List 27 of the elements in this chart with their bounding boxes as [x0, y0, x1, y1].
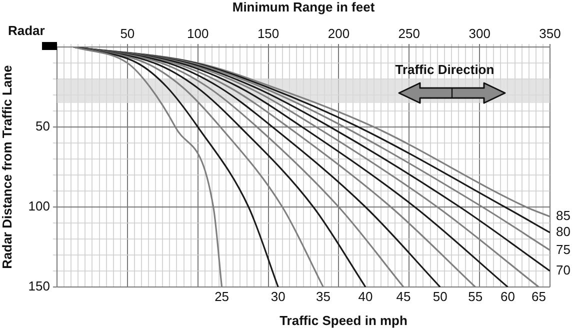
series-label: 75 — [556, 242, 570, 257]
series-label: 85 — [556, 208, 570, 224]
x-tick-label: 350 — [539, 26, 561, 41]
series-label: 40 — [358, 289, 373, 304]
x-tick-label: 150 — [257, 26, 280, 41]
series-label: 50 — [432, 289, 448, 304]
series-label: 25 — [214, 289, 230, 304]
series-label: 35 — [316, 289, 330, 304]
y-axis-title: Radar Distance from Traffic Lane — [0, 65, 14, 269]
x-tick-label: 100 — [187, 26, 209, 41]
text: Radar — [8, 23, 45, 38]
y-tick-label: 150 — [28, 278, 50, 294]
x-tick-label: 50 — [120, 26, 135, 41]
legend-title: Traffic Speed in mph — [280, 313, 408, 328]
series-label: 30 — [270, 289, 286, 304]
x-tick-label: 200 — [328, 26, 350, 41]
series-label: 65 — [531, 289, 546, 304]
series-label: 60 — [500, 289, 515, 304]
series-label: 55 — [468, 289, 483, 304]
series-label: 70 — [556, 262, 570, 278]
x-tick-label: 250 — [398, 26, 420, 41]
series-label: 45 — [396, 289, 411, 304]
y-tick-label: 100 — [28, 198, 50, 214]
series-label: 80 — [556, 224, 570, 240]
x-axis-title: Minimum Range in feet — [232, 0, 376, 14]
x-tick-label: 300 — [468, 26, 490, 41]
y-tick-label: 50 — [36, 118, 50, 134]
